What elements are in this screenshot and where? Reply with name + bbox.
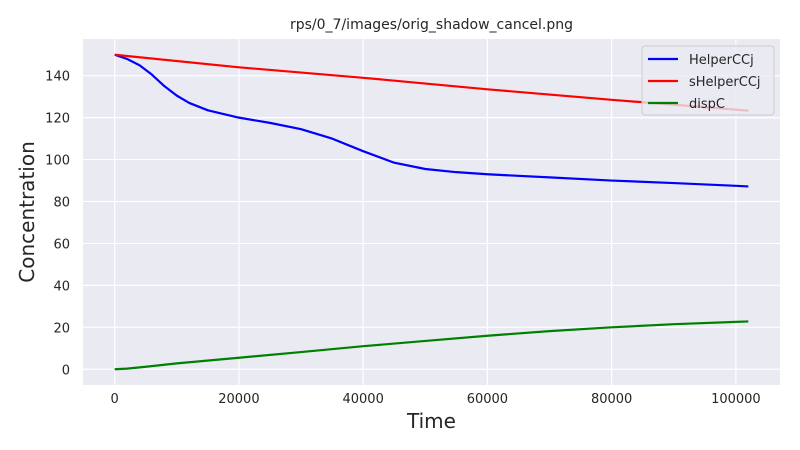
y-tick-label: 140 bbox=[45, 70, 70, 85]
series-line-dispC bbox=[114, 320, 749, 371]
x-tick-label: 100000 bbox=[711, 392, 761, 407]
x-tick-label: 0 bbox=[111, 392, 119, 407]
legend-label: HelperCCj bbox=[689, 53, 754, 68]
legend-label: dispC bbox=[689, 97, 725, 112]
y-tick-label: 60 bbox=[53, 237, 70, 252]
legend-box bbox=[641, 45, 775, 116]
x-axis-label: Time bbox=[406, 409, 456, 433]
y-tick-label: 0 bbox=[62, 363, 70, 378]
legend-label: sHelperCCj bbox=[689, 75, 761, 90]
x-tick-labels: 0 20000 40000 60000 80000 100000 bbox=[111, 392, 761, 407]
chart-title: rps/0_7/images/orig_shadow_cancel.png bbox=[290, 17, 573, 33]
grid bbox=[83, 39, 780, 385]
x-tick-label: 60000 bbox=[467, 392, 508, 407]
y-tick-label: 100 bbox=[45, 154, 70, 169]
y-tick-label: 80 bbox=[53, 196, 70, 211]
y-tick-label: 20 bbox=[53, 321, 70, 336]
x-tick-label: 80000 bbox=[591, 392, 632, 407]
y-tick-labels: 0 20 40 60 80 100 120 140 bbox=[45, 70, 70, 379]
legend: HelperCCj sHelperCCj dispC bbox=[641, 45, 775, 116]
x-tick-label: 40000 bbox=[342, 392, 383, 407]
y-tick-label: 120 bbox=[45, 112, 70, 127]
y-axis-label: Concentration bbox=[15, 141, 39, 282]
x-tick-label: 20000 bbox=[218, 392, 259, 407]
series-line-HelperCCj bbox=[114, 53, 749, 188]
y-tick-label: 40 bbox=[53, 279, 70, 294]
